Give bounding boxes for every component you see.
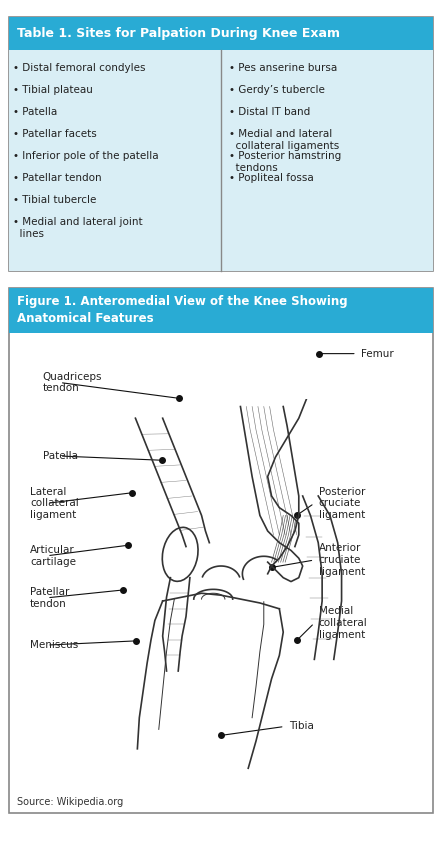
Text: Quadriceps
tendon: Quadriceps tendon xyxy=(43,372,102,393)
Text: • Patella: • Patella xyxy=(13,107,57,117)
Text: • Patellar tendon: • Patellar tendon xyxy=(13,173,102,183)
Text: Posterior
cruciate
ligament: Posterior cruciate ligament xyxy=(319,487,365,520)
Bar xyxy=(9,288,433,333)
Text: • Pes anserine bursa: • Pes anserine bursa xyxy=(229,63,338,73)
Text: Meniscus: Meniscus xyxy=(30,640,78,650)
Text: Femur: Femur xyxy=(361,349,394,358)
Text: • Posterior hamstring
  tendons: • Posterior hamstring tendons xyxy=(229,151,342,173)
Text: Anterior
cruciate
ligament: Anterior cruciate ligament xyxy=(319,544,365,577)
Bar xyxy=(9,17,433,50)
Text: Lateral
collateral
ligament: Lateral collateral ligament xyxy=(30,487,79,520)
Text: • Tibial plateau: • Tibial plateau xyxy=(13,85,93,95)
Text: • Distal IT band: • Distal IT band xyxy=(229,107,311,117)
Text: • Distal femoral condyles: • Distal femoral condyles xyxy=(13,63,145,73)
Text: • Gerdy’s tubercle: • Gerdy’s tubercle xyxy=(229,85,325,95)
Text: • Medial and lateral
  collateral ligaments: • Medial and lateral collateral ligament… xyxy=(229,129,340,151)
Bar xyxy=(9,50,433,271)
Text: • Tibial tubercle: • Tibial tubercle xyxy=(13,196,96,205)
Text: • Popliteal fossa: • Popliteal fossa xyxy=(229,173,314,183)
Text: • Inferior pole of the patella: • Inferior pole of the patella xyxy=(13,151,159,161)
Text: Figure 1. Anteromedial View of the Knee Showing
Anatomical Features: Figure 1. Anteromedial View of the Knee … xyxy=(17,295,348,325)
Text: Source: Wikipedia.org: Source: Wikipedia.org xyxy=(17,797,124,807)
Text: • Medial and lateral joint
  lines: • Medial and lateral joint lines xyxy=(13,218,143,239)
Text: • Patellar facets: • Patellar facets xyxy=(13,129,97,139)
Text: Medial
collateral
ligament: Medial collateral ligament xyxy=(319,606,367,639)
Text: Tibia: Tibia xyxy=(289,722,314,732)
Text: Articular
cartilage: Articular cartilage xyxy=(30,545,76,567)
Text: Table 1. Sites for Palpation During Knee Exam: Table 1. Sites for Palpation During Knee… xyxy=(17,27,340,40)
Text: Patella: Patella xyxy=(43,451,78,461)
Text: Patellar
tendon: Patellar tendon xyxy=(30,587,69,609)
